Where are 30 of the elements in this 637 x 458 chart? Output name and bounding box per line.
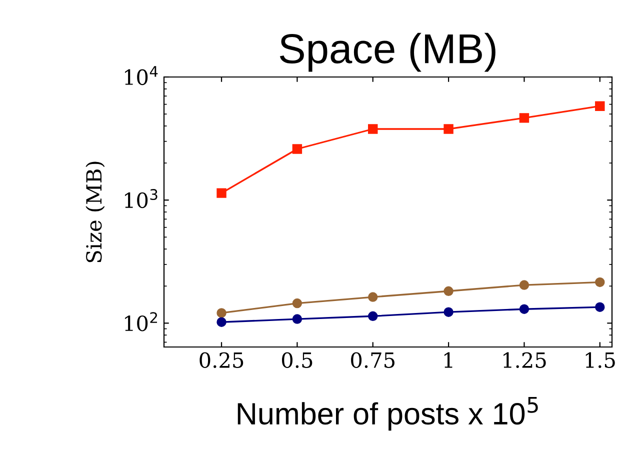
x-tick-label: 0.75 (351, 352, 394, 368)
point (292, 144, 302, 154)
point (216, 188, 226, 198)
point (519, 280, 530, 290)
point (216, 308, 226, 318)
point (292, 314, 302, 324)
point (368, 124, 378, 134)
point (444, 286, 454, 296)
x-axis-title: Number of posts x 10$^{5}$ (238, 397, 538, 431)
point (368, 292, 378, 302)
x-tick-label: 0.25 (200, 352, 244, 368)
chart-title: Space (MB) (280, 32, 496, 72)
point (368, 311, 378, 322)
point (444, 124, 454, 134)
point (595, 101, 605, 111)
point (595, 277, 605, 288)
y-tick-label: 10$^{2}$ (125, 312, 157, 332)
point (519, 304, 530, 314)
x-tick-label: 1.25 (504, 352, 546, 368)
x-tick-label: 1 (444, 352, 452, 368)
point (595, 302, 605, 312)
y-tick-label: 10$^{3}$ (125, 189, 158, 208)
y-tick-label: 10$^{4}$ (125, 66, 158, 86)
point (444, 307, 454, 317)
x-tick-label: 0.5 (282, 352, 312, 368)
point (519, 113, 530, 123)
y-axis-title: Size (MB) (86, 162, 105, 262)
point (216, 317, 226, 327)
x-tick-label: 1.5 (586, 352, 615, 368)
point (292, 298, 302, 308)
